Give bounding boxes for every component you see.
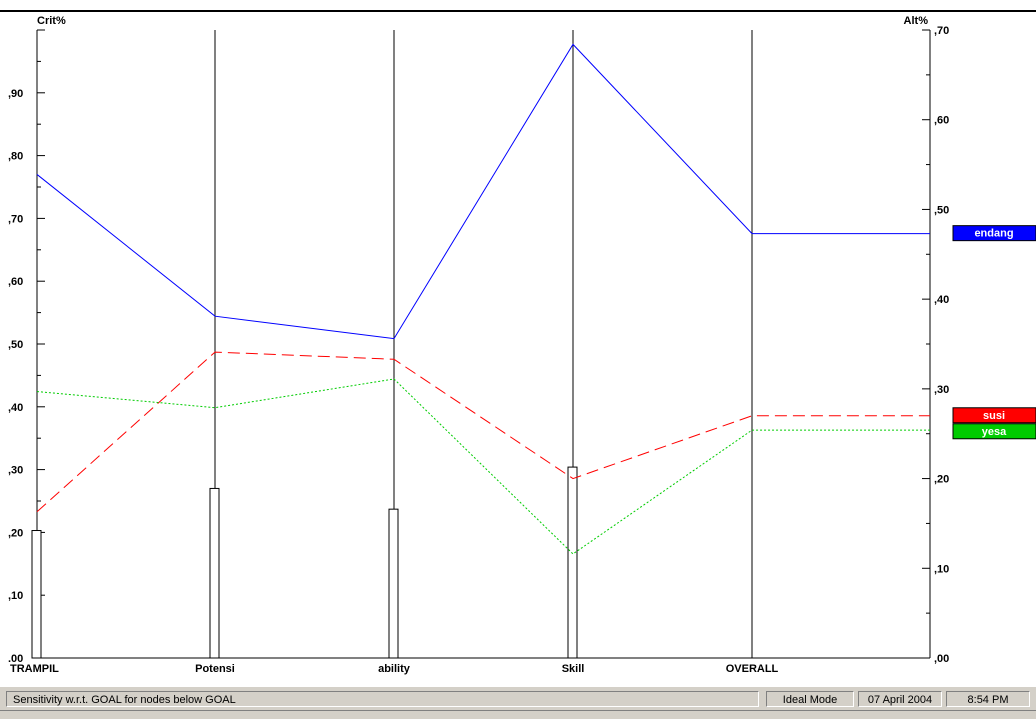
legend-swatch	[952, 407, 1036, 424]
criteria-bar-skill	[567, 466, 578, 659]
legend-label: yesa	[982, 426, 1007, 438]
bottom-scroll-strip	[0, 710, 1036, 719]
legend-swatch	[952, 423, 1036, 440]
criteria-bar-trampil	[31, 530, 42, 659]
legend-item-endang[interactable]: endang	[952, 225, 1036, 242]
legend-label: susi	[983, 410, 1005, 422]
category-labels: TRAMPIL Potensi ability Skill OVERALL	[10, 663, 779, 675]
left-tick-label: ,30	[8, 465, 23, 477]
mode-indicator: Ideal Mode	[766, 691, 854, 707]
series-line-susi	[36, 351, 930, 513]
category-label: Potensi	[195, 663, 235, 675]
criteria-bar-potensi	[209, 487, 220, 659]
series-line-endang	[36, 43, 930, 340]
right-tick-label: ,50	[934, 204, 949, 216]
right-tick-label: ,00	[934, 653, 949, 665]
category-label: TRAMPIL	[10, 663, 59, 675]
left-tick-label: ,60	[8, 276, 23, 288]
category-lines	[214, 30, 753, 658]
left-axis-label: Crit%	[37, 15, 66, 27]
right-tick-label: ,10	[934, 563, 949, 575]
criteria-bar-ability	[388, 508, 399, 659]
time-indicator: 8:54 PM	[946, 691, 1030, 707]
sensitivity-chart: .00 ,10 ,20 ,30 ,40 ,50 ,60 ,70 ,80 ,90 ,00 ,10 ,20…	[0, 10, 1036, 675]
category-label: ability	[378, 663, 411, 675]
left-tick-label: ,90	[8, 88, 23, 100]
legend-item-susi[interactable]: susi	[952, 407, 1036, 424]
left-tick-label: ,10	[8, 590, 23, 602]
left-tick-label: ,20	[8, 527, 23, 539]
right-tick-label: ,20	[934, 474, 949, 486]
right-tick-label: ,40	[934, 294, 949, 306]
legend-swatch	[952, 225, 1036, 242]
legend-item-yesa[interactable]: yesa	[952, 423, 1036, 440]
right-axis-label: Alt%	[904, 15, 929, 27]
legend-label: endang	[974, 228, 1013, 240]
left-tick-label: ,50	[8, 339, 23, 351]
left-tick-label: .00	[8, 653, 23, 665]
left-tick-label: ,70	[8, 213, 23, 225]
status-message: Sensitivity w.r.t. GOAL for nodes below …	[6, 691, 759, 707]
right-tick-label: ,70	[934, 25, 949, 37]
right-axis-ticks: ,00 ,10 ,20 ,30 ,40 ,50 ,60 ,70	[922, 25, 949, 665]
left-axis-ticks: .00 ,10 ,20 ,30 ,40 ,50 ,60 ,70 ,80 ,90	[8, 29, 45, 665]
criteria-bars	[31, 466, 578, 659]
date-indicator: 07 April 2004	[858, 691, 942, 707]
category-label: Skill	[562, 663, 585, 675]
legend[interactable]: endang susi yesa	[952, 225, 1036, 440]
right-tick-label: ,60	[934, 115, 949, 127]
left-tick-label: ,80	[8, 151, 23, 163]
category-label: OVERALL	[726, 663, 779, 675]
series-line-yesa	[36, 378, 930, 555]
series-lines	[36, 43, 930, 555]
right-tick-label: ,30	[934, 384, 949, 396]
left-tick-label: ,40	[8, 402, 23, 414]
